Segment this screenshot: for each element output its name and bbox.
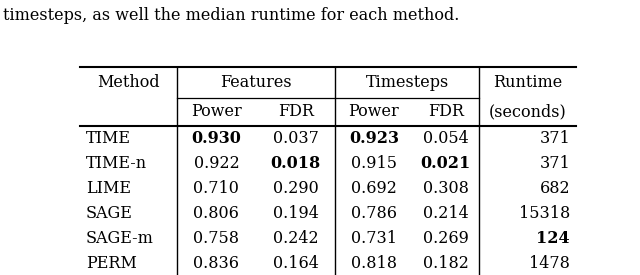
Text: 0.054: 0.054: [423, 130, 468, 147]
Text: 0.018: 0.018: [271, 155, 321, 172]
Text: 0.021: 0.021: [420, 155, 471, 172]
Text: Timesteps: Timesteps: [365, 74, 449, 91]
Text: 0.290: 0.290: [273, 180, 319, 197]
Text: 0.818: 0.818: [351, 255, 397, 272]
Text: 0.164: 0.164: [273, 255, 319, 272]
Text: TIME-n: TIME-n: [86, 155, 147, 172]
Text: 0.731: 0.731: [351, 230, 397, 247]
Text: 15318: 15318: [519, 205, 570, 222]
Text: 0.930: 0.930: [191, 130, 241, 147]
Text: 0.037: 0.037: [273, 130, 319, 147]
Text: timesteps, as well the median runtime for each method.: timesteps, as well the median runtime fo…: [3, 7, 460, 24]
Text: Runtime: Runtime: [493, 74, 563, 91]
Text: 0.923: 0.923: [349, 130, 399, 147]
Text: 371: 371: [540, 130, 570, 147]
Text: PERM: PERM: [86, 255, 137, 272]
Text: 0.194: 0.194: [273, 205, 319, 222]
Text: TIME: TIME: [86, 130, 131, 147]
Text: 124: 124: [536, 230, 570, 247]
Text: 0.915: 0.915: [351, 155, 397, 172]
Text: 0.758: 0.758: [193, 230, 239, 247]
Text: Power: Power: [191, 103, 242, 120]
Text: SAGE-m: SAGE-m: [86, 230, 154, 247]
Text: 0.308: 0.308: [423, 180, 468, 197]
Text: LIME: LIME: [86, 180, 131, 197]
Text: 0.692: 0.692: [351, 180, 397, 197]
Text: 0.806: 0.806: [193, 205, 239, 222]
Text: 0.182: 0.182: [423, 255, 468, 272]
Text: (seconds): (seconds): [489, 103, 566, 120]
Text: Power: Power: [349, 103, 399, 120]
Text: FDR: FDR: [278, 103, 314, 120]
Text: 0.269: 0.269: [423, 230, 468, 247]
Text: 0.242: 0.242: [273, 230, 319, 247]
Text: 0.836: 0.836: [193, 255, 239, 272]
Text: 0.710: 0.710: [193, 180, 239, 197]
Text: Features: Features: [220, 74, 292, 91]
Text: 0.214: 0.214: [423, 205, 468, 222]
Text: 371: 371: [540, 155, 570, 172]
Text: 0.922: 0.922: [193, 155, 239, 172]
Text: FDR: FDR: [428, 103, 464, 120]
Text: Method: Method: [97, 74, 159, 91]
Text: SAGE: SAGE: [86, 205, 133, 222]
Text: 0.786: 0.786: [351, 205, 397, 222]
Text: 1478: 1478: [529, 255, 570, 272]
Text: 682: 682: [540, 180, 570, 197]
